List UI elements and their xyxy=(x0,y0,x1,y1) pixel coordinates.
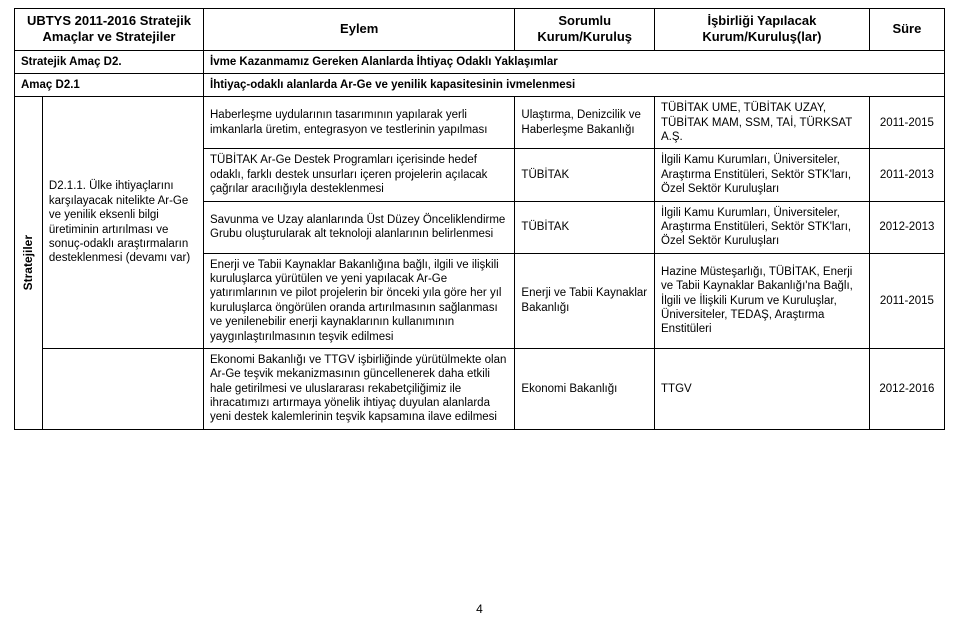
goal-text: İvme Kazanmamız Gereken Alanlarda İhtiya… xyxy=(204,50,945,73)
header-col5: Süre xyxy=(869,9,944,51)
side-label-cell: Stratejiler xyxy=(15,97,43,430)
subgoal-text: İhtiyaç-odaklı alanlarda Ar-Ge ve yenili… xyxy=(204,73,945,96)
eylem-cell: Enerji ve Tabii Kaynaklar Bakanlığına ba… xyxy=(204,253,515,348)
header-col3: Sorumlu Kurum/Kuruluş xyxy=(515,9,655,51)
isbirligi-cell: İlgili Kamu Kurumları, Üniversiteler, Ar… xyxy=(655,201,870,253)
sorumlu-cell: TÜBİTAK xyxy=(515,201,655,253)
subgoal-row: Amaç D2.1 İhtiyaç-odaklı alanlarda Ar-Ge… xyxy=(15,73,945,96)
goal-label: Stratejik Amaç D2. xyxy=(15,50,204,73)
eylem-cell: TÜBİTAK Ar-Ge Destek Programları içerisi… xyxy=(204,149,515,201)
sure-cell: 2012-2016 xyxy=(869,348,944,429)
strategy-cell: D2.1.1. Ülke ihtiyaçlarını karşılayacak … xyxy=(42,97,203,349)
sorumlu-cell: Ekonomi Bakanlığı xyxy=(515,348,655,429)
subgoal-label: Amaç D2.1 xyxy=(15,73,204,96)
table-row: Ekonomi Bakanlığı ve TTGV işbirliğinde y… xyxy=(15,348,945,429)
table-row: Stratejiler D2.1.1. Ülke ihtiyaçlarını k… xyxy=(15,97,945,149)
strategy-text: D2.1.1. Ülke ihtiyaçlarını karşılayacak … xyxy=(49,180,190,264)
header-col4: İşbirliği Yapılacak Kurum/Kuruluş(lar) xyxy=(655,9,870,51)
side-label: Stratejiler xyxy=(21,235,36,290)
isbirligi-cell: TTGV xyxy=(655,348,870,429)
header-col1: UBTYS 2011-2016 Stratejik Amaçlar ve Str… xyxy=(15,9,204,51)
strategy-cell-empty xyxy=(42,348,203,429)
sorumlu-cell: Enerji ve Tabii Kaynaklar Bakanlığı xyxy=(515,253,655,348)
sorumlu-cell: TÜBİTAK xyxy=(515,149,655,201)
eylem-cell: Haberleşme uydularının tasarımının yapıl… xyxy=(204,97,515,149)
sure-cell: 2011-2015 xyxy=(869,253,944,348)
strategy-table: UBTYS 2011-2016 Stratejik Amaçlar ve Str… xyxy=(14,8,945,430)
goal-row: Stratejik Amaç D2. İvme Kazanmamız Gerek… xyxy=(15,50,945,73)
sure-cell: 2011-2013 xyxy=(869,149,944,201)
isbirligi-cell: Hazine Müsteşarlığı, TÜBİTAK, Enerji ve … xyxy=(655,253,870,348)
isbirligi-cell: İlgili Kamu Kurumları, Üniversiteler, Ar… xyxy=(655,149,870,201)
isbirligi-cell: TÜBİTAK UME, TÜBİTAK UZAY, TÜBİTAK MAM, … xyxy=(655,97,870,149)
header-row: UBTYS 2011-2016 Stratejik Amaçlar ve Str… xyxy=(15,9,945,51)
sure-cell: 2012-2013 xyxy=(869,201,944,253)
sorumlu-cell: Ulaştırma, Denizcilik ve Haberleşme Baka… xyxy=(515,97,655,149)
eylem-cell: Savunma ve Uzay alanlarında Üst Düzey Ön… xyxy=(204,201,515,253)
header-col2: Eylem xyxy=(204,9,515,51)
sure-cell: 2011-2015 xyxy=(869,97,944,149)
page-number: 4 xyxy=(0,602,959,616)
eylem-cell: Ekonomi Bakanlığı ve TTGV işbirliğinde y… xyxy=(204,348,515,429)
